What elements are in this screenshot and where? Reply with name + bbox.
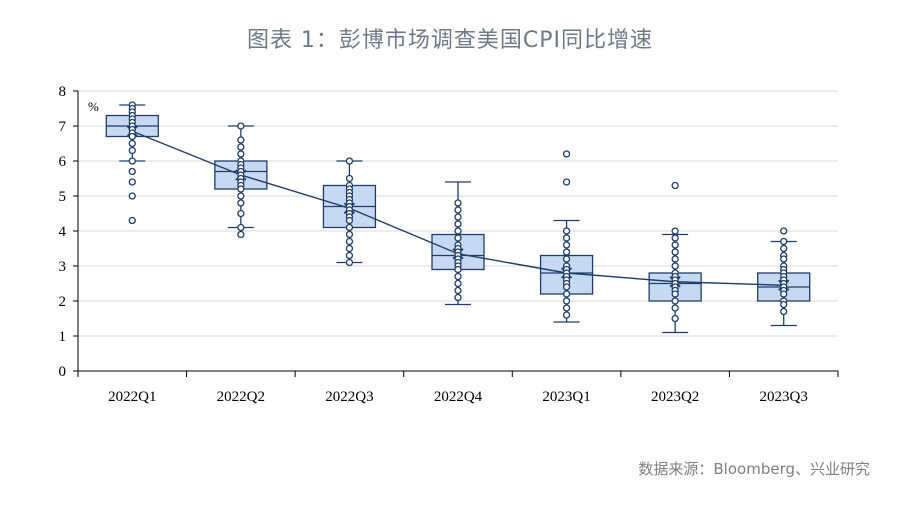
data-point [671, 227, 679, 235]
data-point [454, 279, 462, 288]
data-point [237, 223, 245, 232]
data-point [562, 290, 571, 298]
data-point [562, 241, 571, 249]
data-points [128, 101, 788, 323]
x-tick-label: 2022Q4 [434, 389, 483, 405]
data-point [562, 150, 571, 158]
data-point [671, 290, 679, 298]
y-tick-label: 7 [59, 119, 67, 135]
data-point [671, 297, 679, 305]
data-point [780, 290, 788, 298]
data-point [345, 157, 354, 165]
data-point [128, 157, 136, 165]
data-point [128, 178, 136, 186]
x-tick-label: 2023Q2 [651, 389, 699, 405]
data-point [671, 248, 679, 256]
data-point [128, 192, 136, 200]
data-point [237, 150, 245, 158]
y-tick-label: 4 [59, 224, 67, 240]
data-point [237, 136, 245, 144]
data-point [345, 230, 354, 239]
data-point [128, 216, 136, 225]
data-point [671, 262, 679, 270]
data-point [454, 213, 462, 221]
source-note: 数据来源：Bloomberg、兴业研究 [638, 460, 870, 478]
data-point [237, 230, 245, 239]
data-point [454, 220, 462, 228]
data-point [780, 307, 788, 316]
data-point [562, 311, 571, 319]
data-point [454, 286, 462, 295]
y-tick-label: 2 [59, 294, 67, 310]
data-point [454, 265, 462, 274]
data-point [454, 293, 462, 302]
x-tick-label: 2022Q2 [217, 389, 265, 405]
data-point [671, 255, 679, 263]
data-point [671, 234, 679, 242]
data-point [454, 272, 462, 281]
data-point [562, 227, 571, 235]
data-point [562, 255, 571, 263]
data-point [345, 258, 354, 267]
data-point [780, 255, 788, 263]
data-point [671, 181, 679, 190]
data-point [780, 244, 788, 253]
data-point [780, 237, 788, 246]
data-point [128, 132, 136, 141]
x-tick-label: 2023Q1 [542, 389, 590, 405]
y-tick-label: 3 [59, 259, 67, 275]
y-tick-label: 1 [59, 329, 67, 345]
data-point [128, 167, 136, 176]
data-point [562, 178, 571, 186]
data-point [345, 174, 354, 183]
data-point [345, 237, 354, 246]
data-point [237, 192, 245, 200]
data-point [562, 283, 571, 291]
data-point [454, 234, 462, 242]
data-point [237, 143, 245, 151]
data-point [562, 304, 571, 312]
y-tick-label: 0 [59, 364, 67, 380]
data-point [671, 241, 679, 249]
data-point [237, 122, 245, 130]
data-point [128, 139, 136, 148]
x-tick-label: 2023Q3 [760, 389, 808, 405]
y-tick-label: 8 [59, 84, 67, 100]
data-point [345, 223, 354, 232]
chart-title: 图表 1：彭博市场调查美国CPI同比增速 [246, 28, 654, 53]
data-point [454, 199, 462, 207]
x-tick-label: 2022Q3 [325, 389, 373, 405]
data-point [345, 244, 354, 253]
data-point [562, 248, 571, 256]
data-point [454, 227, 462, 235]
x-tick-label: 2022Q1 [108, 389, 156, 405]
tick-labels: 0 1 2 3 4 5 6 7 8% 2022Q1 2022Q2 2022Q3 2022Q4 2023Q1… [59, 84, 808, 405]
unit-label: % [88, 99, 99, 114]
data-point [237, 199, 245, 207]
data-point [237, 209, 245, 218]
axes [73, 90, 839, 377]
data-point [128, 146, 136, 155]
data-point [454, 206, 462, 214]
data-point [237, 185, 245, 193]
y-tick-label: 6 [59, 154, 67, 170]
data-point [562, 297, 571, 305]
data-point [780, 227, 788, 235]
data-point [345, 216, 354, 225]
data-point [671, 304, 679, 312]
y-tick-label: 5 [59, 189, 67, 205]
data-point [671, 314, 679, 323]
data-point [345, 251, 354, 260]
data-point [562, 234, 571, 242]
data-point [780, 300, 788, 309]
